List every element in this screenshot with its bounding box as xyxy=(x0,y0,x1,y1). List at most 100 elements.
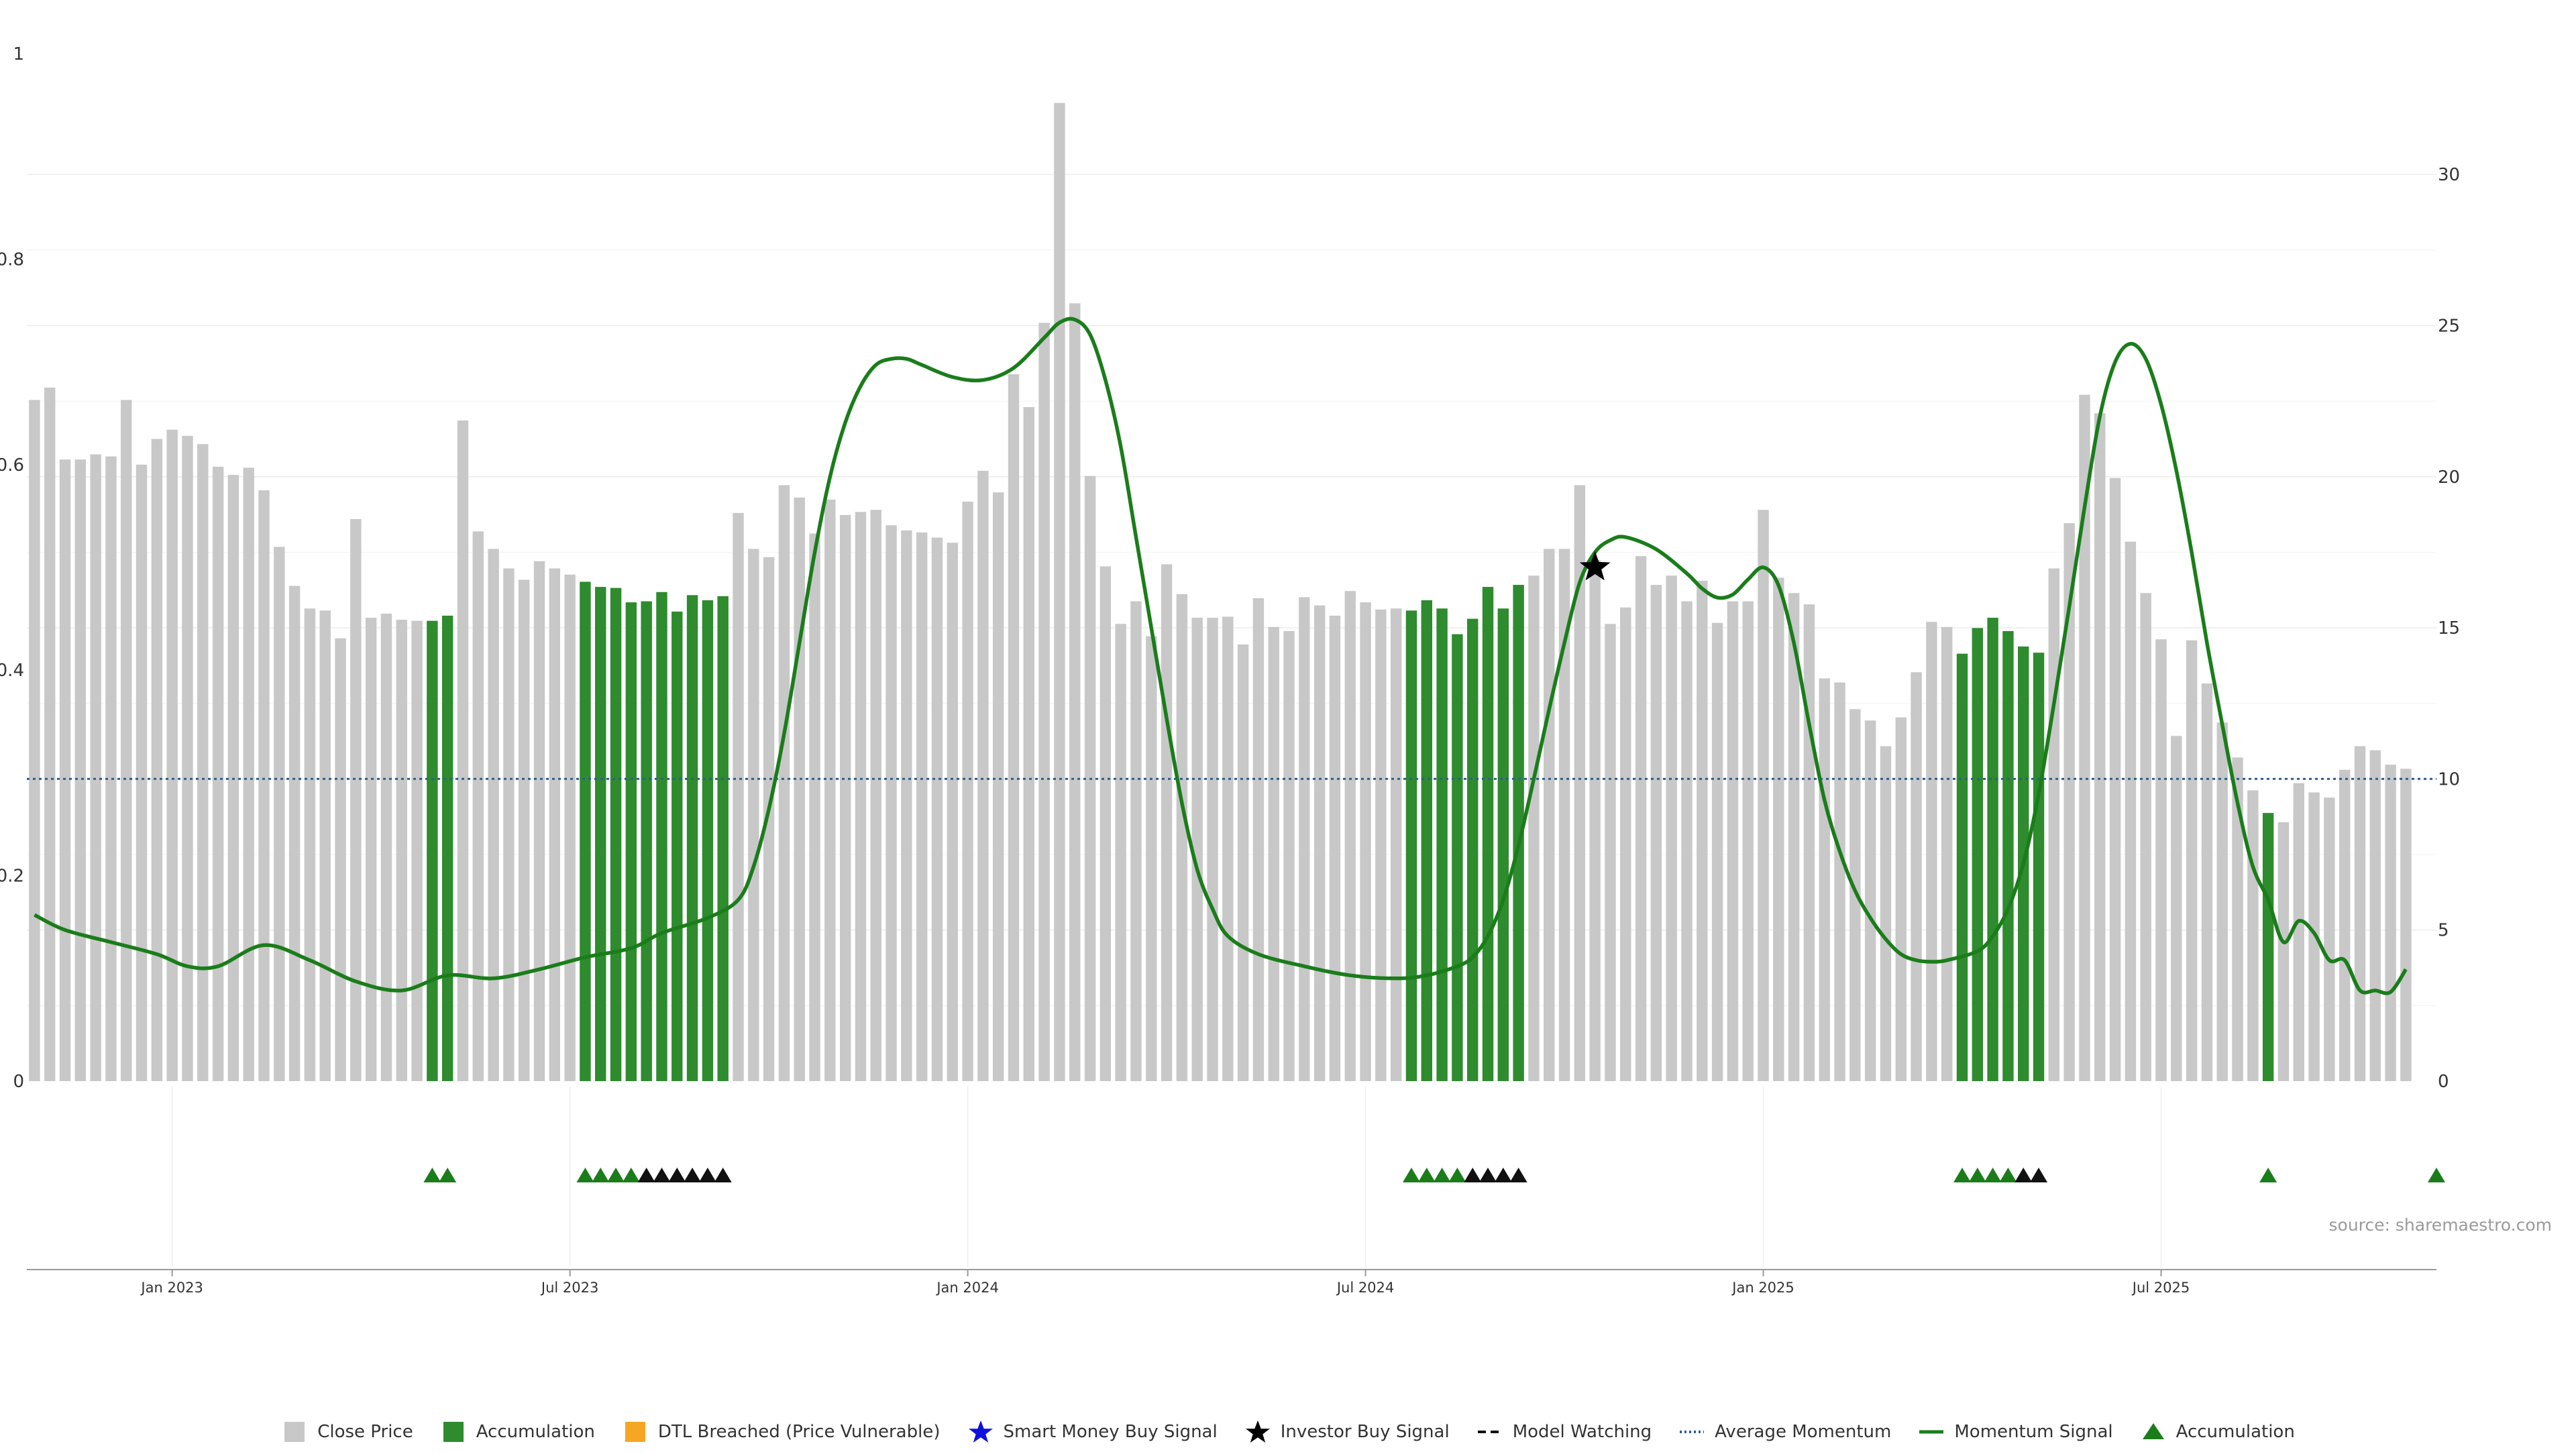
close-price-bar xyxy=(258,490,270,1081)
model-watching-triangle xyxy=(1509,1168,1527,1182)
accumulation-bar xyxy=(641,601,652,1081)
close-price-bar xyxy=(1605,624,1616,1081)
accumulation-triangle xyxy=(439,1168,457,1182)
close-price-bar xyxy=(1941,626,1953,1081)
close-price-bar xyxy=(2140,593,2151,1081)
close-price-bar xyxy=(136,464,148,1081)
close-price-bar xyxy=(1558,549,1570,1081)
close-price-bar xyxy=(1023,407,1035,1081)
close-price-bar xyxy=(1911,672,1922,1081)
close-price-bar xyxy=(166,429,178,1081)
close-price-bar xyxy=(1130,601,1142,1081)
close-price-bar xyxy=(748,549,759,1081)
accumulation-bar xyxy=(580,581,591,1081)
close-price-bar xyxy=(197,444,209,1081)
legend-smart-money: Smart Money Buy Signal xyxy=(967,1420,1218,1443)
legend-model-watching: Model Watching xyxy=(1477,1420,1652,1443)
close-price-bar xyxy=(1544,549,1555,1081)
close-price-bar xyxy=(1849,709,1861,1081)
close-price-bar xyxy=(870,510,881,1081)
accumulation-bar xyxy=(1972,628,1984,1081)
close-price-bar xyxy=(1237,644,1249,1081)
close-price-bar xyxy=(901,530,912,1081)
x-axis-tick-label: Jul 2023 xyxy=(540,1280,598,1296)
signal-triangles xyxy=(423,1168,2445,1182)
close-price-bar xyxy=(1681,601,1693,1081)
close-price-bar xyxy=(1390,608,1402,1081)
close-price-bar xyxy=(29,400,40,1081)
accumulation-bar xyxy=(656,592,667,1081)
dashed-line-icon xyxy=(1477,1431,1502,1433)
left-axis-tick-label: 0 xyxy=(13,1072,24,1092)
accumulation-triangle xyxy=(1448,1168,1466,1182)
accumulation-bar xyxy=(1421,600,1432,1081)
model-watching-triangle xyxy=(637,1168,655,1182)
close-price-bar xyxy=(2125,541,2137,1081)
close-price-bar xyxy=(503,568,515,1081)
close-price-bar xyxy=(335,638,346,1081)
accumulation-bar xyxy=(595,587,606,1081)
close-price-bar xyxy=(243,467,254,1081)
close-price-bar xyxy=(1650,585,1662,1081)
close-price-bar xyxy=(1268,626,1279,1081)
close-price-bar xyxy=(1773,577,1784,1081)
close-price-bar xyxy=(1666,575,1677,1081)
close-price-bar xyxy=(350,518,362,1081)
close-price-bar xyxy=(1176,594,1188,1081)
left-axis-tick-label: 1 xyxy=(13,44,24,64)
grey-square-icon xyxy=(284,1422,305,1442)
blue-star-icon xyxy=(968,1420,993,1443)
legend-label: Smart Money Buy Signal xyxy=(1003,1422,1218,1442)
close-price-bar xyxy=(2171,736,2182,1081)
accumulation-bar xyxy=(717,596,729,1081)
close-price-bar xyxy=(1008,374,1020,1081)
close-price-bar xyxy=(1834,682,1845,1081)
accumulation-bar xyxy=(1987,618,1998,1081)
close-price-bar xyxy=(2308,792,2320,1081)
close-price-bar xyxy=(2063,523,2075,1081)
close-price-bar xyxy=(778,485,790,1081)
right-axis-tick-label: 25 xyxy=(2438,317,2460,337)
close-price-bar xyxy=(518,579,530,1081)
close-price-bar xyxy=(2079,394,2090,1081)
legend-investor: Investor Buy Signal xyxy=(1244,1420,1450,1443)
close-price-bar xyxy=(1299,597,1310,1081)
legend-label: Accumulation xyxy=(2176,1422,2295,1442)
close-price-bar xyxy=(855,512,867,1081)
close-price-bar xyxy=(962,501,973,1081)
close-price-bar xyxy=(885,525,897,1081)
close-price-bar xyxy=(1742,601,1754,1081)
close-price-bar xyxy=(1191,618,1203,1081)
left-axis: 0 0.2 0.4 0.6 0.8 1 xyxy=(0,44,24,1092)
left-axis-tick-label: 0.6 xyxy=(0,455,24,476)
close-price-bar xyxy=(2048,568,2060,1081)
black-star-icon xyxy=(1245,1420,1270,1443)
close-price-bar xyxy=(121,400,132,1081)
x-axis-tick-label: Jan 2024 xyxy=(935,1280,999,1296)
close-price-bar xyxy=(809,533,820,1081)
dotted-line-icon xyxy=(1680,1431,1705,1433)
close-price-bar xyxy=(1360,602,1371,1081)
close-price-bar xyxy=(1375,609,1387,1081)
close-price-bar xyxy=(2232,757,2243,1081)
close-price-bar xyxy=(319,610,331,1081)
close-price-bar xyxy=(2277,822,2290,1081)
accumulation-bar xyxy=(441,616,453,1081)
legend-close-price: Close Price xyxy=(281,1420,413,1443)
close-price-bar xyxy=(288,585,301,1081)
close-price-bar xyxy=(472,531,484,1081)
legend-label: Investor Buy Signal xyxy=(1280,1422,1450,1442)
accumulation-triangle xyxy=(1953,1168,1972,1182)
close-price-bar xyxy=(564,574,576,1081)
close-price-bar xyxy=(947,543,958,1081)
accumulation-bar xyxy=(1513,585,1524,1081)
close-price-bar xyxy=(1283,630,1295,1081)
accumulation-bar xyxy=(1497,608,1509,1081)
accumulation-triangle xyxy=(1433,1168,1451,1182)
accumulation-bar xyxy=(1436,608,1448,1081)
close-price-bar xyxy=(1635,556,1647,1081)
source-label: source: sharemaestro.com xyxy=(2328,1215,2553,1235)
momentum-signal-line xyxy=(34,317,2408,995)
close-price-bar xyxy=(1758,510,1769,1081)
close-price-bar xyxy=(457,420,469,1081)
